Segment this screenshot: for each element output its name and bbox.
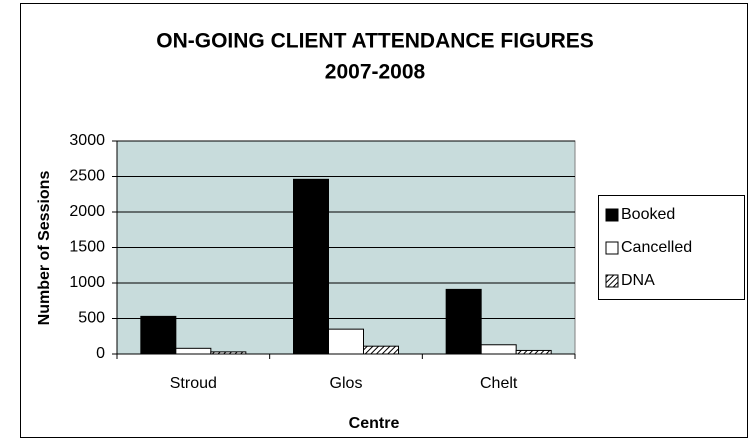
bar xyxy=(480,344,517,355)
legend-label: Booked xyxy=(621,206,675,223)
bar xyxy=(140,315,177,355)
legend-swatch xyxy=(605,274,619,288)
y-tick-label: 500 xyxy=(78,310,105,327)
x-tick-label: Stroud xyxy=(170,375,217,392)
bar xyxy=(515,349,552,355)
bar xyxy=(445,288,482,355)
x-axis-title: Centre xyxy=(349,415,400,432)
y-tick-label: 3000 xyxy=(69,132,105,149)
legend-box xyxy=(598,195,745,300)
legend-label: Cancelled xyxy=(621,239,692,256)
bar xyxy=(293,178,329,355)
legend-label: DNA xyxy=(621,272,655,289)
y-tick-label: 1500 xyxy=(69,239,105,256)
legend-swatch xyxy=(605,208,619,222)
bar xyxy=(363,345,399,355)
y-axis-title: Number of Sessions xyxy=(36,171,53,326)
x-tick-label: Glos xyxy=(330,375,363,392)
bar xyxy=(328,328,364,355)
y-tick-label: 1000 xyxy=(69,274,105,291)
chart-title: 2007-2008 xyxy=(325,61,426,84)
y-tick-label: 2500 xyxy=(69,168,105,185)
y-tick-label: 0 xyxy=(96,345,105,362)
y-tick-label: 2000 xyxy=(69,203,105,220)
chart-title: ON-GOING CLIENT ATTENDANCE FIGURES xyxy=(156,30,594,53)
legend-swatch xyxy=(605,241,619,255)
bar xyxy=(175,347,212,355)
x-tick-label: Chelt xyxy=(480,375,518,392)
